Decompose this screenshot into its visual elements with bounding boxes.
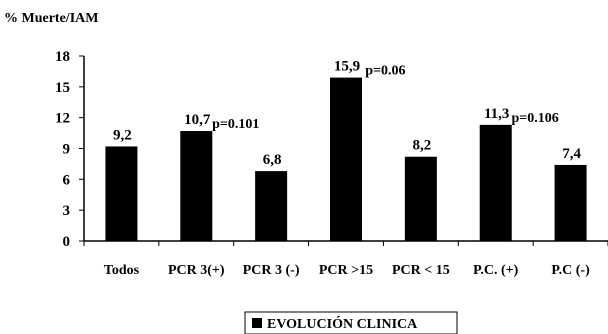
p-value-annotation: p=0.101	[212, 117, 259, 132]
legend: EVOLUCIÓN CLINICA	[244, 311, 458, 334]
data-label: 8,2	[412, 138, 431, 154]
y-tick-label: 15	[55, 80, 70, 96]
y-tick-label: 18	[55, 49, 70, 65]
x-tick-label: P.C. (+)	[473, 263, 519, 278]
x-tick-label: Todos	[104, 263, 140, 278]
p-value-annotation: p=0.106	[512, 111, 559, 126]
data-label: 9,2	[113, 127, 132, 143]
data-label: 11,3	[484, 106, 509, 122]
legend-swatch	[252, 318, 262, 328]
legend-label: EVOLUCIÓN CLINICA	[267, 315, 418, 332]
data-label: 6,8	[263, 152, 282, 168]
bar	[255, 171, 288, 241]
y-tick-label: 3	[63, 203, 71, 219]
y-tick-label: 6	[63, 172, 71, 188]
x-tick-label: PCR 3 (-)	[243, 263, 300, 278]
legend-box	[244, 311, 458, 334]
bar	[330, 77, 362, 241]
bar	[180, 131, 213, 241]
data-label: 15,9	[334, 59, 360, 75]
y-axis-label: % Muerte/IAM	[4, 11, 98, 26]
x-tick-label: PCR < 15	[392, 263, 450, 278]
x-tick-label: PCR >15	[319, 263, 373, 278]
y-tick-label: 12	[55, 111, 70, 127]
x-tick-label: PCR 3(+)	[168, 263, 225, 278]
data-label: 10,7	[184, 112, 211, 128]
x-tick-label: P.C (-)	[551, 263, 590, 278]
bar	[105, 146, 138, 241]
bar	[404, 156, 437, 241]
bar	[554, 164, 587, 241]
bar	[479, 124, 512, 241]
p-value-annotation: p=0.06	[365, 64, 405, 79]
data-label: 7,4	[562, 146, 581, 162]
y-tick-label: 9	[63, 142, 71, 158]
y-tick-label: 0	[63, 234, 71, 250]
